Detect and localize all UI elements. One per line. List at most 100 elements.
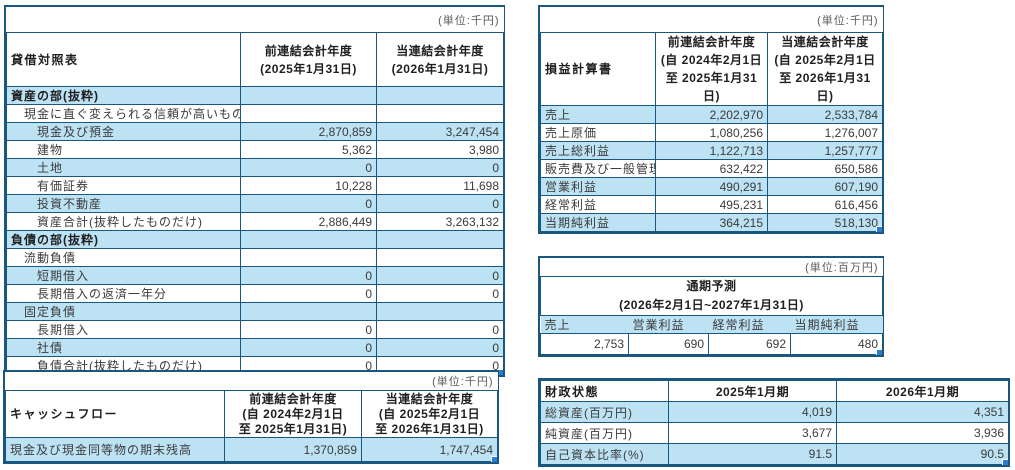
value-cell-prev[interactable]: 2,870,859: [240, 122, 377, 141]
value-cell-sales[interactable]: 2,753: [540, 333, 629, 355]
value-cell-prev[interactable]: [240, 302, 377, 321]
value-cell-curr[interactable]: 0: [375, 266, 505, 285]
value-cell-curr[interactable]: 90.5: [836, 443, 1009, 465]
row-label-cell[interactable]: 売上: [540, 105, 656, 124]
value-cell-prev[interactable]: 1,370,859: [224, 437, 362, 462]
income-statement-title-cell[interactable]: 損益計算書: [540, 32, 656, 106]
column-header-net-income[interactable]: 当期純利益: [790, 315, 883, 334]
value-cell-net-income[interactable]: 480: [789, 333, 884, 355]
row-label-cell[interactable]: 建物: [6, 140, 241, 159]
value-cell-curr[interactable]: 0: [375, 284, 505, 303]
value-cell-curr[interactable]: 0: [375, 320, 505, 339]
row-label-cell[interactable]: 当期純利益: [540, 213, 656, 232]
column-header-prev-year[interactable]: 前連結会計年度 (自 2024年2月1日 至 2025年1月31日): [655, 32, 768, 106]
value-cell-prev[interactable]: 3,677: [668, 422, 837, 444]
value-cell-prev[interactable]: 364,215: [655, 213, 768, 232]
value-cell-curr[interactable]: [375, 104, 505, 123]
value-cell-prev[interactable]: [240, 86, 377, 105]
value-cell-curr[interactable]: [375, 230, 505, 249]
row-label-cell[interactable]: 売上原価: [540, 123, 656, 142]
value-cell-prev[interactable]: 495,231: [655, 195, 768, 214]
column-header-prev-year[interactable]: 前連結会計年度 (2025年1月31日): [240, 32, 377, 87]
row-label-cell[interactable]: 流動負債: [6, 248, 241, 267]
balance-sheet-title-cell[interactable]: 貸借対照表: [6, 32, 241, 87]
value-cell-curr[interactable]: 0: [375, 338, 505, 357]
value-cell-curr[interactable]: 1,276,007: [766, 123, 884, 142]
column-header-curr-year[interactable]: 当連結会計年度 (自 2025年2月1日 至 2026年1月31日): [360, 390, 499, 438]
cash-flow-title-cell[interactable]: キャッシュフロー: [5, 390, 225, 438]
row-label-cell[interactable]: 営業利益: [540, 177, 656, 196]
forecast-title-cell[interactable]: 通期予測 (2026年2月1日~2027年1月31日): [539, 276, 884, 316]
value-cell-curr[interactable]: 616,456: [766, 195, 884, 214]
row-label-cell[interactable]: 販売費及び一般管理費: [540, 159, 656, 178]
value-cell-prev[interactable]: 490,291: [655, 177, 768, 196]
value-cell-prev[interactable]: 1,080,256: [655, 123, 768, 142]
value-cell-curr[interactable]: [375, 248, 505, 267]
row-label-cell[interactable]: 経常利益: [540, 195, 656, 214]
value-cell-prev[interactable]: 4,019: [668, 401, 837, 423]
value-cell-curr[interactable]: 1,257,777: [766, 141, 884, 160]
row-label-cell[interactable]: 負債の部(抜粋): [6, 230, 241, 249]
value-cell-prev[interactable]: 0: [240, 320, 377, 339]
row-label-cell[interactable]: 長期借入の返済一年分: [6, 284, 241, 303]
row-label-cell[interactable]: 現金及び現金同等物の期末残高: [5, 437, 225, 462]
value-cell-prev[interactable]: 0: [240, 338, 377, 357]
column-header-fy2025[interactable]: 2025年1月期: [668, 380, 837, 402]
value-cell-curr[interactable]: 3,936: [836, 422, 1009, 444]
row-label-cell[interactable]: 現金及び預金: [6, 122, 241, 141]
row-label-cell[interactable]: 純資産(百万円): [540, 422, 669, 444]
value-cell-prev[interactable]: 10,228: [240, 176, 377, 195]
column-header-sales[interactable]: 売上: [540, 315, 629, 334]
value-cell-curr[interactable]: 2,533,784: [766, 105, 884, 124]
value-cell-prev[interactable]: 1,122,713: [655, 141, 768, 160]
row-label-cell[interactable]: 短期借入: [6, 266, 241, 285]
value-cell-curr[interactable]: 3,247,454: [375, 122, 505, 141]
row-label-cell[interactable]: 投資不動産: [6, 194, 241, 213]
value-cell-prev[interactable]: 0: [240, 194, 377, 213]
value-cell-prev[interactable]: 0: [240, 158, 377, 177]
column-header-operating-income[interactable]: 営業利益: [628, 315, 709, 334]
row-label-cell[interactable]: 総資産(百万円): [540, 401, 669, 423]
value-cell-prev[interactable]: 2,202,970: [655, 105, 768, 124]
financial-position-title-cell[interactable]: 財政状態: [540, 380, 669, 402]
value-cell-prev[interactable]: 2,886,449: [240, 212, 377, 231]
row-label-cell[interactable]: 現金に直ぐ変えられる信頼が高いもの: [6, 104, 241, 123]
row-label-cell[interactable]: 資産の部(抜粋): [6, 86, 241, 105]
column-header-curr-year[interactable]: 当連結会計年度 (自 2025年2月1日 至 2026年1月31日): [766, 32, 884, 106]
row-label-cell[interactable]: 売上総利益: [540, 141, 656, 160]
value-cell-curr[interactable]: 650,586: [766, 159, 884, 178]
value-cell-prev[interactable]: 5,362: [240, 140, 377, 159]
column-header-curr-year[interactable]: 当連結会計年度 (2026年1月31日): [375, 32, 505, 87]
value-cell-curr[interactable]: 607,190: [766, 177, 884, 196]
value-cell-operating-income[interactable]: 690: [628, 333, 709, 355]
row-label-cell[interactable]: 長期借入: [6, 320, 241, 339]
value-cell-curr[interactable]: 4,351: [836, 401, 1009, 423]
value-cell-curr[interactable]: 0: [375, 194, 505, 213]
value-cell-prev[interactable]: 91.5: [668, 443, 837, 465]
value-cell-curr[interactable]: 1,747,454: [360, 437, 499, 462]
value-cell-prev[interactable]: [240, 248, 377, 267]
value-cell-curr[interactable]: 3,980: [375, 140, 505, 159]
value-cell-curr[interactable]: 3,263,132: [375, 212, 505, 231]
row-label-cell[interactable]: 有価証券: [6, 176, 241, 195]
value-cell-curr[interactable]: [375, 302, 505, 321]
row-label-cell[interactable]: 固定負債: [6, 302, 241, 321]
row-label-cell[interactable]: 土地: [6, 158, 241, 177]
column-header-fy2026[interactable]: 2026年1月期: [836, 380, 1009, 402]
row-label-cell[interactable]: 社債: [6, 338, 241, 357]
value-cell-prev[interactable]: [240, 230, 377, 249]
value-cell-curr[interactable]: 0: [375, 158, 505, 177]
value-cell-prev[interactable]: 0: [240, 284, 377, 303]
table-row: 短期借入 0 0: [6, 266, 505, 285]
column-header-prev-year[interactable]: 前連結会計年度 (自 2024年2月1日 至 2025年1月31日): [224, 390, 362, 438]
row-label-cell[interactable]: 資産合計(抜粋したものだけ): [6, 212, 241, 231]
value-cell-curr[interactable]: [375, 86, 505, 105]
row-label-cell[interactable]: 自己資本比率(%): [540, 443, 669, 465]
value-cell-ordinary-income[interactable]: 692: [708, 333, 791, 355]
value-cell-prev[interactable]: [240, 104, 377, 123]
value-cell-prev[interactable]: 632,422: [655, 159, 768, 178]
column-header-ordinary-income[interactable]: 経常利益: [708, 315, 791, 334]
value-cell-curr[interactable]: 518,130: [766, 213, 884, 232]
value-cell-prev[interactable]: 0: [240, 266, 377, 285]
value-cell-curr[interactable]: 11,698: [375, 176, 505, 195]
